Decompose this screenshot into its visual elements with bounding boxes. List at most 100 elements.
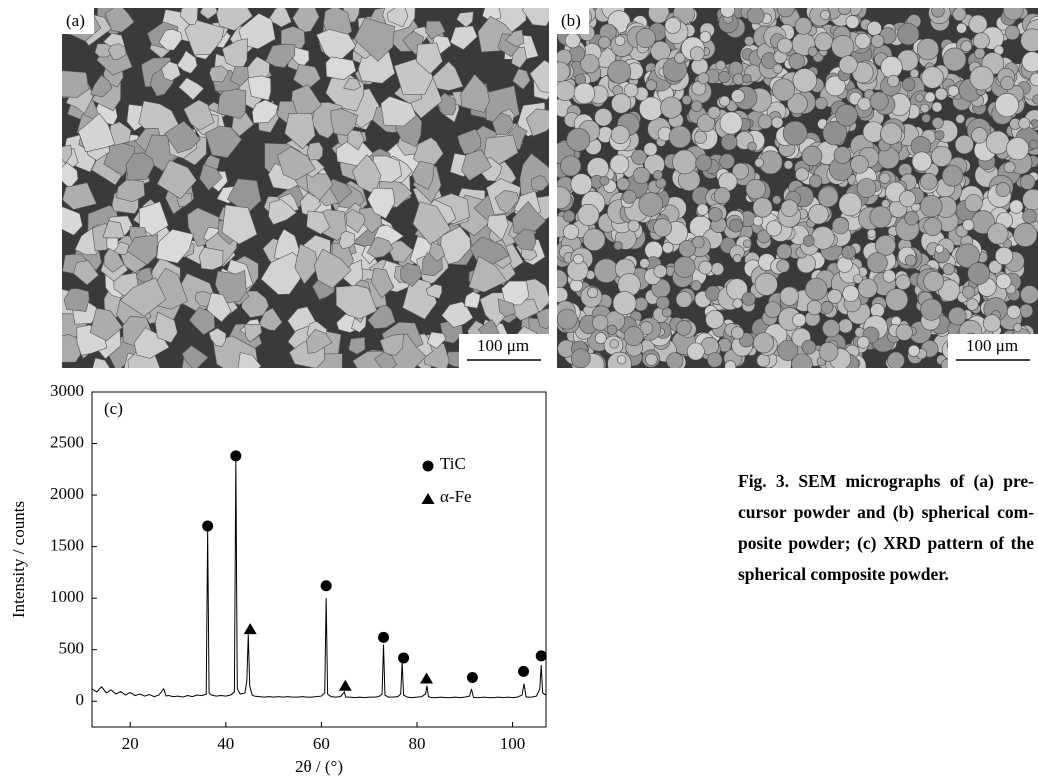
particle [828,289,842,303]
particle [902,78,915,91]
particle [1010,200,1024,214]
particle [1020,175,1035,190]
particle [687,343,704,360]
particle [975,48,985,58]
particle [783,121,807,145]
particle [571,349,590,368]
particle [956,114,965,123]
y-tick-label: 2500 [50,432,84,451]
particle [857,179,876,198]
particle [623,190,636,203]
particle [962,286,974,298]
particle [789,53,805,69]
particle [550,62,570,82]
particle [870,303,884,317]
particle [772,79,794,101]
particle [846,15,859,28]
particle [648,2,669,23]
particle [870,206,892,228]
particle [795,18,812,35]
particle [793,313,806,326]
particle [682,95,691,104]
particle [661,97,682,118]
figure-canvas: (a)100 μm(b)100 μm0500100015002000250030… [0,0,1038,778]
marker [378,632,389,643]
particle [910,69,919,78]
marker [339,680,352,691]
particle [871,35,884,48]
particle [743,240,751,248]
particle [1023,209,1037,223]
particle [1021,286,1038,304]
particle [935,130,944,139]
particle [821,301,833,313]
particle [595,109,613,127]
particle [617,355,626,364]
particle [912,152,931,171]
particle [755,273,777,295]
particle [858,97,871,110]
particle [654,219,672,237]
particle [935,88,947,100]
particle [567,128,590,151]
particle [595,333,606,344]
particle [52,335,81,363]
particle [706,310,724,328]
particle [924,218,942,236]
particle [639,192,663,216]
particle [834,147,851,164]
particle [777,244,792,259]
x-tick-label: 60 [313,734,330,753]
particle [815,97,827,109]
particle [780,287,798,305]
particle [611,94,631,114]
y-tick-label: 500 [59,639,85,658]
particle [699,261,712,274]
particle [805,278,827,300]
scale-bar-label: 100 μm [477,336,529,355]
particle [552,287,567,302]
particle [953,8,966,21]
particle [842,245,856,259]
particle [905,211,919,225]
particle [772,196,781,205]
particle [819,342,838,361]
particle [594,259,618,283]
particle [932,102,942,112]
xrd-line [92,459,546,698]
x-tick-label: 100 [500,734,526,753]
particle [888,75,900,87]
particle [719,71,731,83]
particle [853,275,862,284]
caption: Fig. 3. SEM micrographs of (a) pre- curs… [738,466,1034,590]
particle [307,142,323,160]
particle [922,67,944,89]
particle [592,315,608,331]
particle [811,226,834,249]
marker [202,521,213,532]
particle [922,114,931,123]
particle [711,263,723,275]
particle [721,3,735,17]
particle [1007,305,1020,318]
particle [721,134,737,150]
particle [617,178,629,190]
particle [694,131,706,143]
caption-line: cursor powder and (b) spherical com- [738,497,1034,528]
particle [932,4,945,17]
particle [916,94,924,102]
particle [549,187,571,209]
x-axis-label: 2θ / (°) [295,757,343,776]
particle [777,260,790,273]
particle [691,101,702,112]
particle [970,66,994,90]
particle [571,174,592,195]
particle [996,274,1011,289]
particle [969,15,987,33]
particle [1006,137,1028,159]
particle [832,217,849,234]
particle [837,257,852,272]
particle [733,254,741,262]
particle [667,353,684,370]
particle [708,106,720,118]
